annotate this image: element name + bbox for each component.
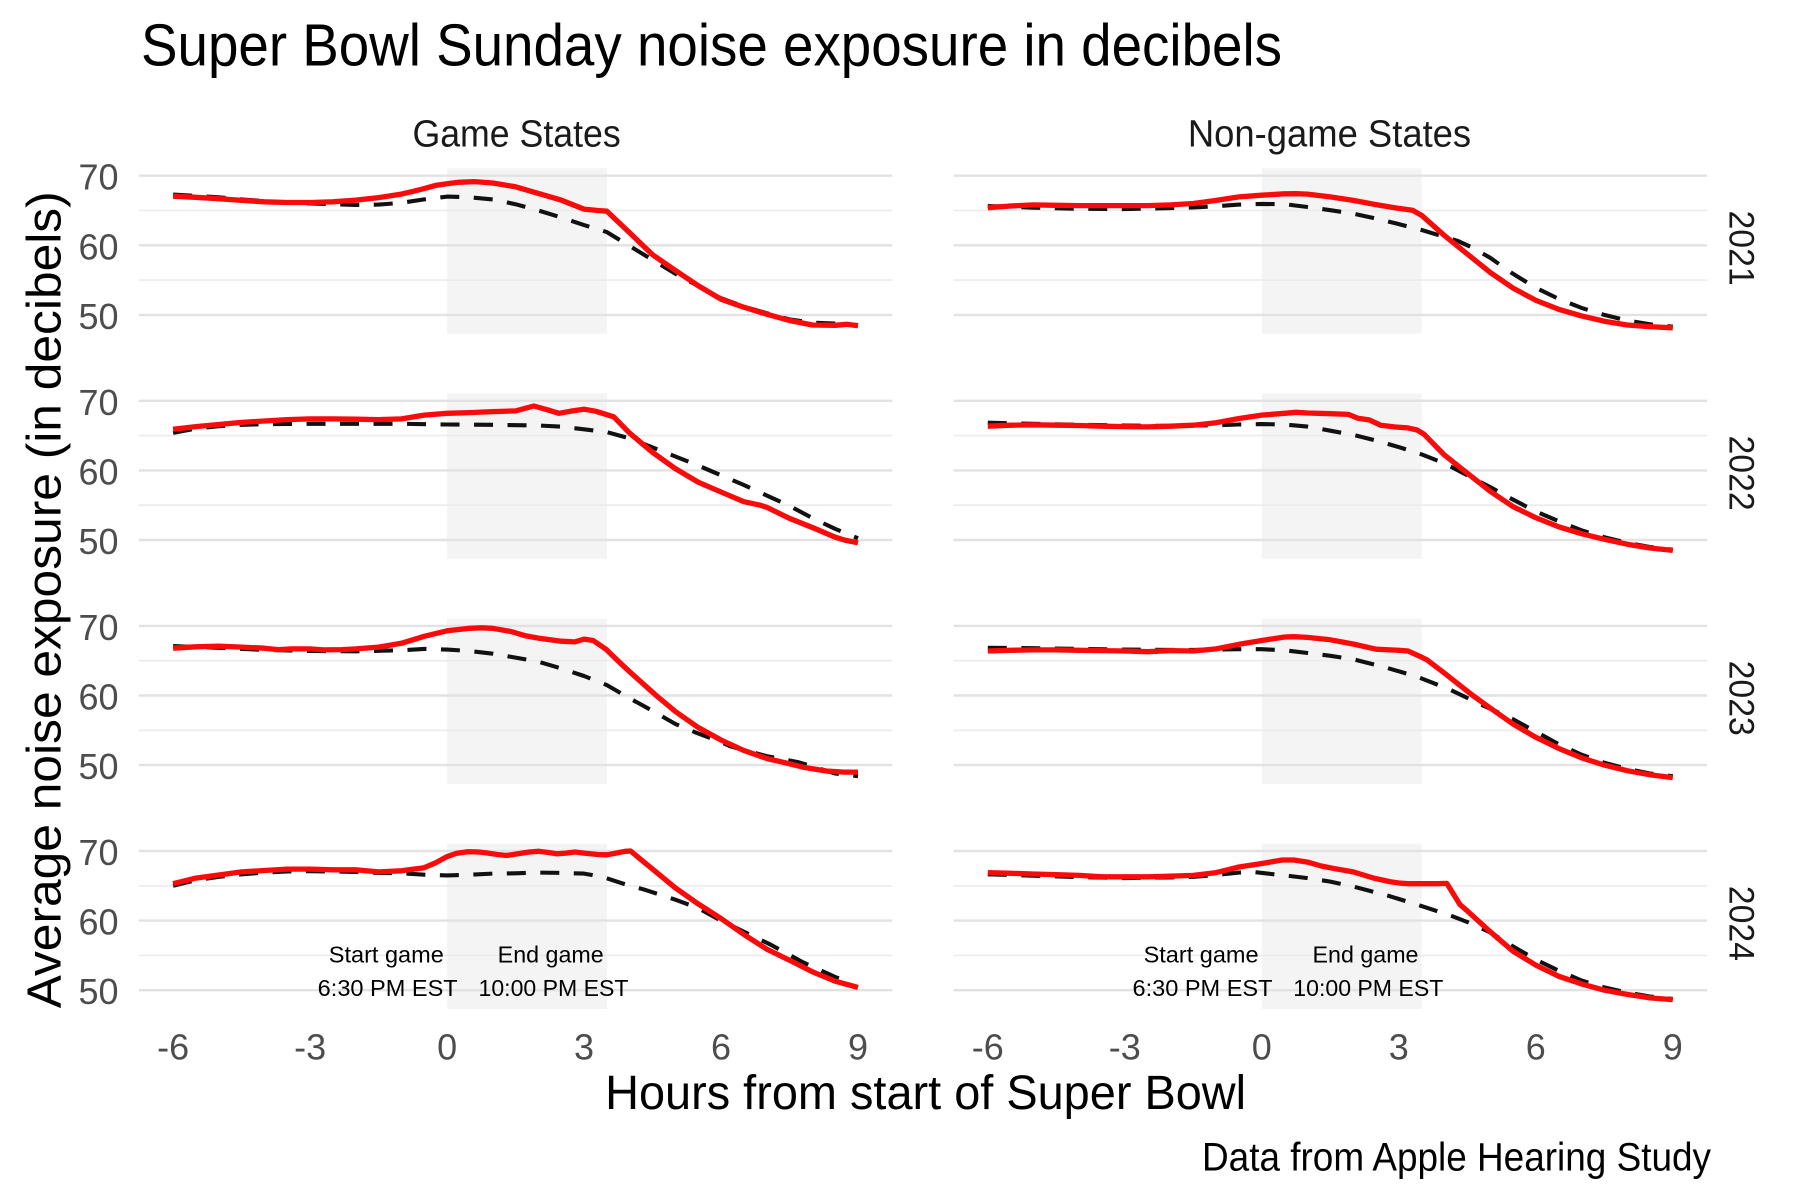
svg-text:6:30 PM EST: 6:30 PM EST	[1133, 975, 1273, 1001]
svg-text:10:00 PM EST: 10:00 PM EST	[1293, 975, 1443, 1001]
svg-text:6: 6	[711, 1026, 731, 1067]
svg-text:0: 0	[1252, 1026, 1272, 1067]
svg-text:Start game: Start game	[1144, 941, 1259, 967]
svg-text:9: 9	[1663, 1026, 1683, 1067]
svg-text:60: 60	[78, 902, 118, 943]
svg-text:End game: End game	[1313, 941, 1419, 967]
svg-text:70: 70	[78, 382, 118, 423]
svg-text:9: 9	[848, 1026, 868, 1067]
svg-text:60: 60	[78, 226, 118, 267]
svg-text:-6: -6	[972, 1026, 1004, 1067]
svg-text:3: 3	[1389, 1026, 1409, 1067]
svg-text:End game: End game	[498, 941, 604, 967]
svg-text:50: 50	[78, 521, 118, 562]
svg-text:2022: 2022	[1722, 436, 1761, 511]
svg-text:50: 50	[78, 296, 118, 337]
svg-text:Super Bowl Sunday noise exposu: Super Bowl Sunday noise exposure in deci…	[141, 13, 1282, 79]
svg-text:2021: 2021	[1722, 211, 1761, 286]
svg-text:-3: -3	[1109, 1026, 1141, 1067]
svg-text:60: 60	[78, 677, 118, 718]
svg-text:70: 70	[78, 607, 118, 648]
svg-text:2023: 2023	[1722, 661, 1761, 736]
svg-text:6:30 PM EST: 6:30 PM EST	[318, 975, 458, 1001]
svg-text:50: 50	[78, 746, 118, 787]
svg-text:0: 0	[437, 1026, 457, 1067]
svg-text:-3: -3	[294, 1026, 326, 1067]
svg-text:70: 70	[78, 157, 118, 198]
svg-text:10:00 PM EST: 10:00 PM EST	[479, 975, 629, 1001]
svg-text:Non-game States: Non-game States	[1188, 113, 1471, 155]
svg-text:-6: -6	[157, 1026, 189, 1067]
svg-text:50: 50	[78, 971, 118, 1012]
svg-text:2024: 2024	[1722, 886, 1761, 961]
svg-text:Data from Apple Hearing Study: Data from Apple Hearing Study	[1202, 1136, 1711, 1180]
svg-text:Start game: Start game	[329, 941, 444, 967]
svg-text:60: 60	[78, 451, 118, 492]
svg-text:Game States: Game States	[412, 113, 620, 155]
svg-text:3: 3	[574, 1026, 594, 1067]
svg-text:Average noise exposure (in dec: Average noise exposure (in decibels)	[18, 191, 71, 1008]
svg-text:Hours from start of Super Bowl: Hours from start of Super Bowl	[605, 1067, 1246, 1120]
svg-text:70: 70	[78, 832, 118, 873]
svg-text:6: 6	[1526, 1026, 1546, 1067]
